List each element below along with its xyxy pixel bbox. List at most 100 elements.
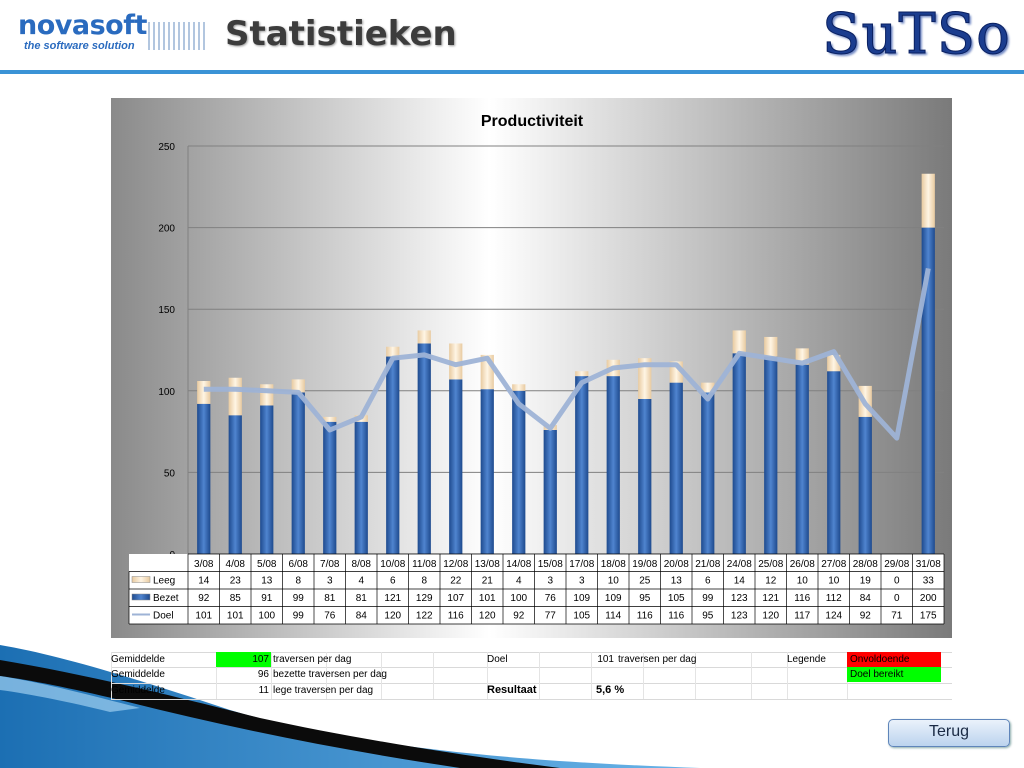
- category-label: 24/08: [727, 559, 752, 570]
- table-value: 109: [573, 593, 590, 604]
- avg-text-1: traversen per dag: [273, 654, 352, 665]
- table-value: 3: [579, 576, 585, 587]
- summary-table: Gemiddelde 107 traversen per dag Gemidde…: [111, 652, 952, 704]
- table-value: 13: [671, 576, 683, 587]
- table-value: 71: [891, 611, 903, 622]
- bar-bezet: [669, 382, 683, 554]
- y-tick-label: 200: [158, 224, 175, 235]
- productivity-chart: Productiviteit0501001502002503/084/085/0…: [111, 98, 952, 638]
- y-tick-label: 250: [158, 142, 175, 153]
- y-tick-label: 50: [164, 468, 176, 479]
- category-label: 29/08: [884, 559, 909, 570]
- table-value: 116: [637, 611, 653, 622]
- table-value: 4: [358, 576, 364, 587]
- bar-leeg: [386, 346, 400, 357]
- bar-leeg: [764, 336, 778, 357]
- avg-value-2: 96: [257, 669, 269, 680]
- table-value: 114: [605, 611, 621, 622]
- category-label: 15/08: [538, 559, 563, 570]
- category-label: 12/08: [443, 559, 468, 570]
- bar-leeg: [260, 384, 274, 406]
- bar-bezet: [323, 421, 337, 554]
- table-value: 129: [416, 593, 433, 604]
- bar-leeg: [921, 173, 935, 228]
- legend-key-bezet: [131, 593, 151, 601]
- table-value: 101: [195, 611, 212, 622]
- avg-text-2: bezette traversen per dag: [273, 669, 387, 680]
- bar-bezet: [260, 405, 274, 554]
- table-value: 121: [384, 593, 401, 604]
- page-title: Statistieken: [225, 14, 457, 54]
- category-label: 7/08: [320, 559, 340, 570]
- chart-panel: Productiviteit0501001502002503/084/085/0…: [111, 98, 952, 638]
- table-value: 121: [762, 593, 779, 604]
- legend-label: Legende: [787, 654, 826, 665]
- table-value: 25: [639, 576, 651, 587]
- bar-bezet: [795, 364, 809, 554]
- category-label: 18/08: [601, 559, 626, 570]
- table-value: 101: [227, 611, 244, 622]
- table-value: 76: [545, 593, 557, 604]
- table-value: 21: [482, 576, 494, 587]
- resultaat-label: Resultaat: [487, 684, 537, 696]
- table-value: 101: [479, 593, 496, 604]
- table-value: 107: [447, 593, 464, 604]
- legend-green-swatch: [847, 667, 941, 682]
- logo-tagline: the software solution: [24, 40, 135, 52]
- legend-entry: Bezet: [153, 593, 179, 604]
- legend-entry: Doel: [153, 611, 174, 622]
- table-value: 105: [668, 593, 685, 604]
- bar-bezet: [858, 416, 872, 554]
- table-value: 84: [356, 611, 368, 622]
- table-value: 99: [293, 611, 305, 622]
- table-value: 95: [702, 611, 714, 622]
- bar-bezet: [606, 376, 620, 554]
- table-value: 6: [390, 576, 396, 587]
- back-button[interactable]: Terug: [888, 719, 1010, 747]
- doel-text: traversen per dag: [618, 654, 697, 665]
- bar-leeg: [701, 382, 715, 393]
- category-label: 20/08: [664, 559, 689, 570]
- table-value: 22: [450, 576, 462, 587]
- table-value: 120: [384, 611, 401, 622]
- category-label: 6/08: [289, 559, 309, 570]
- table-value: 175: [920, 611, 937, 622]
- table-value: 6: [705, 576, 711, 587]
- table-value: 76: [324, 611, 336, 622]
- table-value: 99: [702, 593, 714, 604]
- category-label: 28/08: [853, 559, 878, 570]
- table-value: 95: [639, 593, 651, 604]
- bar-bezet: [449, 379, 463, 554]
- table-value: 92: [513, 611, 525, 622]
- bar-leeg: [323, 416, 337, 422]
- table-value: 116: [794, 593, 810, 604]
- average-highlight: [216, 652, 271, 667]
- category-label: 11/08: [412, 559, 437, 570]
- header-rule: [0, 70, 1024, 74]
- table-value: 10: [608, 576, 620, 587]
- legend-red-label: Onvoldoende: [850, 654, 910, 665]
- bar-leeg: [291, 379, 305, 393]
- decorative-swoosh: [0, 645, 700, 768]
- table-value: 124: [825, 611, 842, 622]
- table-value: 0: [894, 593, 900, 604]
- table-value: 0: [894, 576, 900, 587]
- legend-green-label: Doel bereikt: [850, 669, 904, 680]
- category-label: 27/08: [821, 559, 846, 570]
- category-label: 8/08: [352, 559, 372, 570]
- bar-bezet: [417, 343, 431, 554]
- table-value: 10: [797, 576, 809, 587]
- resultaat-value: 5,6 %: [596, 684, 625, 696]
- avg-value-3: 11: [258, 685, 269, 696]
- avg-value-1: 107: [252, 654, 269, 665]
- table-value: 91: [261, 593, 273, 604]
- table-value: 3: [327, 576, 333, 587]
- table-value: 81: [356, 593, 368, 604]
- table-value: 14: [734, 576, 746, 587]
- y-tick-label: 150: [158, 305, 175, 316]
- table-value: 100: [258, 611, 275, 622]
- category-label: 5/08: [257, 559, 277, 570]
- sutso-logo: SuTSo: [822, 2, 1011, 68]
- table-value: 85: [230, 593, 242, 604]
- bar-bezet: [921, 227, 935, 554]
